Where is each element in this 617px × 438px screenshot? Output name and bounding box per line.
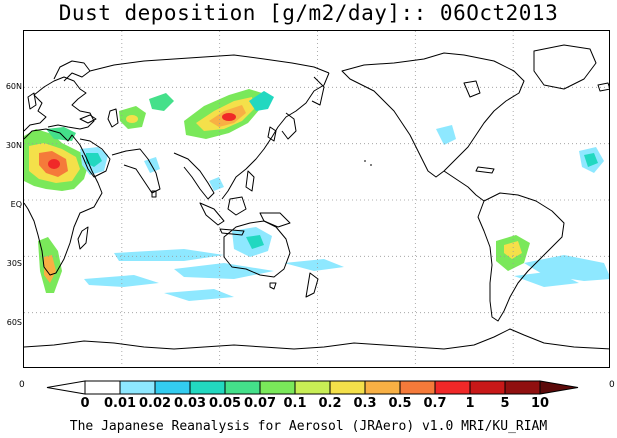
- dust-se-asia: [209, 177, 224, 191]
- dust-indian-ocean-1: [114, 249, 224, 261]
- dust-australia-inner: [246, 235, 264, 249]
- coast-antarctica: [24, 328, 609, 350]
- coast-korea: [267, 126, 277, 142]
- colorbar-swatch: [399, 380, 436, 395]
- coast-africa: [24, 128, 103, 276]
- dust-argentina-core: [504, 241, 522, 259]
- world-map: [24, 31, 609, 367]
- lat-label-eq: EQ: [10, 200, 22, 209]
- credit-footer: The Japanese Reanalysis for Aerosol (JRA…: [69, 419, 548, 434]
- coast-asia-east: [221, 72, 330, 200]
- dust-central-asia: [149, 93, 174, 111]
- dust-caspian-core: [126, 115, 138, 123]
- colorbar-tick-label: 0.5: [388, 396, 412, 411]
- coast-greenland: [533, 44, 597, 90]
- coast-philippines: [245, 170, 255, 192]
- coast-scandinavia: [53, 60, 91, 82]
- map-title: Dust deposition [g/m2/day]:: 06Oct2013: [58, 1, 559, 25]
- coastlines: [24, 44, 609, 350]
- coast-new-guinea: [259, 212, 291, 228]
- dust-north-china: [249, 91, 274, 111]
- colorbar-high-triangle: [539, 380, 579, 395]
- colorbar-swatch: [259, 380, 296, 395]
- colorbar-tick-label: 0.2: [318, 396, 342, 411]
- coast-central-america: [443, 170, 485, 202]
- dust-gobi-peak: [222, 113, 236, 121]
- dust-tropical-atlantic-inner: [584, 153, 598, 167]
- coast-north-america: [341, 52, 525, 178]
- coast-sri-lanka: [151, 190, 157, 198]
- coast-arabia: [79, 138, 111, 178]
- colorbar-swatch: [434, 380, 471, 395]
- coast-caspian: [107, 108, 119, 128]
- coast-hawaii: [364, 160, 372, 166]
- lat-label-60n: 60N: [5, 82, 22, 91]
- dust-south-indian-4: [164, 289, 234, 301]
- colorbar-swatch: [119, 380, 156, 395]
- coast-india: [111, 148, 161, 194]
- colorbar-swatch: [294, 380, 331, 395]
- dust-southwest-usa: [436, 125, 456, 145]
- lat-label-30s: 30S: [6, 259, 22, 268]
- coast-cuba: [475, 166, 495, 174]
- lon-label-left: 0: [19, 380, 25, 390]
- coast-south-america: [477, 192, 565, 322]
- colorbar-tick-label: 0.3: [353, 396, 377, 411]
- lon-label-right: 0: [609, 380, 615, 390]
- coast-australia: [223, 220, 291, 278]
- colorbar-low-triangle: [46, 380, 86, 395]
- dust-south-pacific-1: [284, 259, 344, 271]
- graticule: [24, 31, 609, 367]
- coast-iceland: [597, 82, 609, 92]
- coast-new-zealand: [305, 272, 319, 298]
- map-frame: [23, 30, 610, 368]
- colorbar-swatch: [224, 380, 261, 395]
- colorbar-swatch: [154, 380, 191, 395]
- coast-madagascar: [77, 226, 89, 250]
- colorbar-tick-label: 0.7: [423, 396, 447, 411]
- colorbar-swatch: [329, 380, 366, 395]
- colorbar-tick-label: 0.05: [208, 396, 242, 411]
- colorbar-tick-label: 1: [465, 396, 475, 411]
- colorbar-swatch: [84, 380, 121, 395]
- dust-southern-africa-core: [44, 255, 56, 283]
- colorbar-tick-label: 0.1: [283, 396, 307, 411]
- colorbar-tick-label: 0.02: [138, 396, 172, 411]
- coast-japan: [281, 112, 297, 140]
- coast-kamchatka: [311, 76, 325, 106]
- lat-label-30n: 30N: [5, 141, 22, 150]
- colorbar-swatches: [46, 380, 579, 395]
- colorbar-swatch: [469, 380, 506, 395]
- coast-borneo: [227, 196, 247, 216]
- coast-black-sea: [79, 114, 97, 124]
- coast-se-asia: [173, 152, 215, 200]
- dust-indian-ocean-3: [84, 275, 159, 287]
- colorbar-swatch: [364, 380, 401, 395]
- coast-hudson-bay: [463, 80, 481, 98]
- dust-shading-layer: [24, 89, 609, 301]
- colorbar-tick-label: 0: [80, 396, 90, 411]
- colorbar-swatch: [504, 380, 541, 395]
- coast-uk: [27, 92, 37, 110]
- dust-south-atlantic-2: [514, 271, 579, 287]
- dust-arabia-inner: [86, 153, 102, 167]
- dust-indian-ocean-2: [174, 263, 274, 279]
- lat-label-60s: 60S: [6, 318, 22, 327]
- colorbar-tick-label: 10: [530, 396, 550, 411]
- colorbar-tick-label: 0.01: [103, 396, 137, 411]
- coast-tasmania: [269, 282, 277, 290]
- coast-europe: [24, 76, 95, 132]
- colorbar-tick-label: 0.03: [173, 396, 207, 411]
- coast-asia-north: [89, 54, 330, 74]
- coast-java: [219, 228, 245, 236]
- colorbar-tick-label: 5: [500, 396, 510, 411]
- coast-sumatra: [199, 202, 225, 226]
- dust-sahara-peak: [48, 159, 60, 169]
- colorbar-tick-label: 0.07: [243, 396, 277, 411]
- colorbar-swatch: [189, 380, 226, 395]
